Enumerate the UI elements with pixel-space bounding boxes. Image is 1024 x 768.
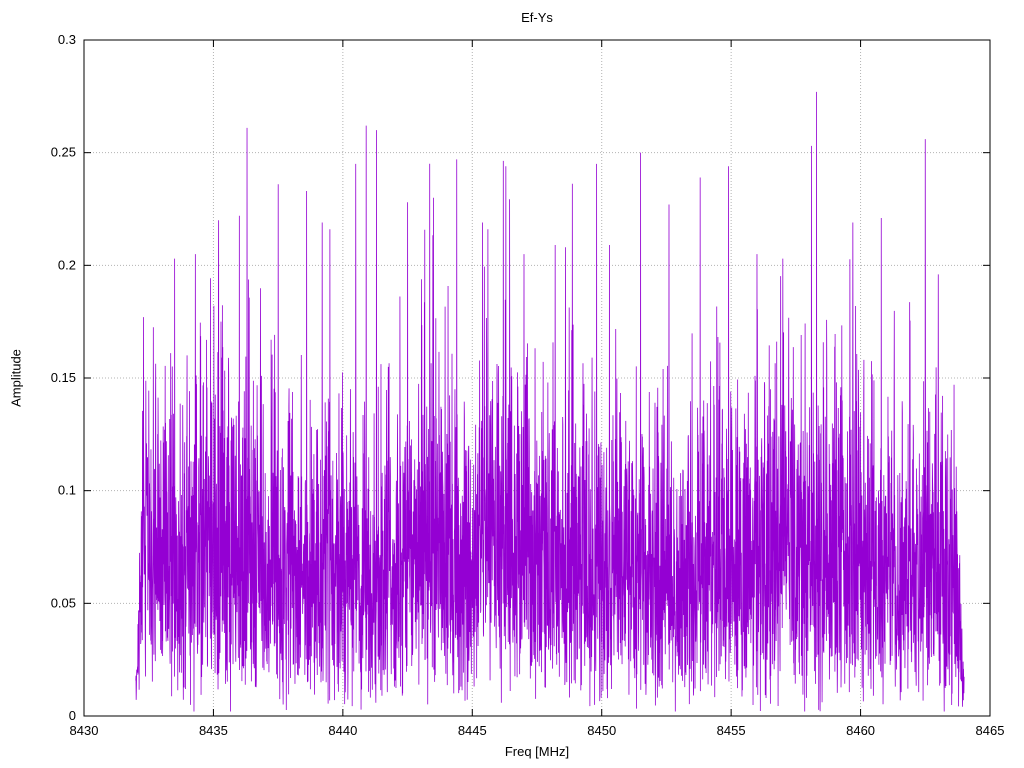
x-tick-label: 8445 [458, 723, 487, 738]
x-tick-label: 8460 [846, 723, 875, 738]
y-tick-label: 0.1 [58, 483, 76, 498]
y-tick-label: 0.05 [51, 595, 76, 610]
y-tick-label: 0 [69, 708, 76, 723]
x-axis-label: Freq [MHz] [504, 744, 570, 759]
y-tick-label: 0.25 [51, 145, 76, 160]
x-tick-label: 8440 [328, 723, 357, 738]
y-tick-label: 0.15 [51, 370, 76, 385]
x-tick-label: 8455 [717, 723, 746, 738]
y-tick-label: 0.2 [58, 257, 76, 272]
y-tick-label: 0.3 [58, 32, 76, 47]
x-tick-label: 8450 [587, 723, 616, 738]
x-tick-label: 8430 [70, 723, 99, 738]
x-tick-label: 8435 [199, 723, 228, 738]
x-tick-label: 8465 [976, 723, 1005, 738]
chart-title: Ef-Ys [521, 10, 553, 25]
spectrum-trace [135, 91, 965, 712]
